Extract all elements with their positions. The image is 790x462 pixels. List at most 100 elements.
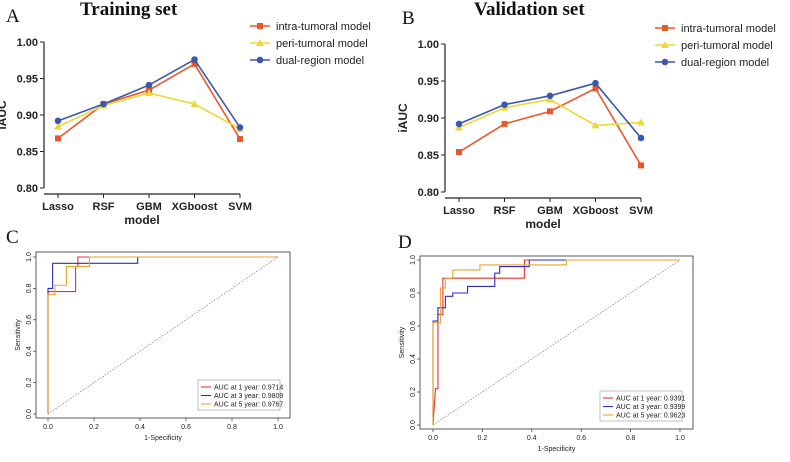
data-point-triangle xyxy=(591,121,600,129)
y-tick-label: 0.6 xyxy=(410,321,417,331)
reference-diagonal xyxy=(47,256,279,415)
x-axis-label: 1-Specificity xyxy=(144,435,182,442)
legend-label: dual-region model xyxy=(681,57,769,69)
data-point-triangle xyxy=(54,122,62,130)
data-point-circle xyxy=(145,81,153,89)
plot-frame xyxy=(35,251,291,419)
legend-marker xyxy=(256,56,264,64)
legend-label: intra-tumoral model xyxy=(681,23,776,35)
data-point-circle xyxy=(54,117,62,125)
roc-curve xyxy=(432,259,680,426)
data-point-circle xyxy=(501,101,508,108)
y-tick-label: 0.2 xyxy=(410,387,417,397)
data-point-square xyxy=(456,149,462,156)
x-tick-label: RSF xyxy=(494,205,516,217)
panel-b-letter: B xyxy=(402,8,415,29)
roc-curve xyxy=(432,259,680,425)
panel-a-letter: A xyxy=(6,6,20,27)
y-axis-label: Sensitivity xyxy=(399,326,406,358)
y-tick-label: 0.95 xyxy=(17,74,38,86)
roc-curve xyxy=(432,259,680,425)
y-tick-label: 1.0 xyxy=(410,255,417,265)
panel-a-title: Training set xyxy=(80,0,178,20)
legend-box xyxy=(599,390,683,422)
x-tick-label: 0.6 xyxy=(181,424,191,431)
legend-label: AUC at 1 year: 0.9714 xyxy=(214,384,283,391)
legend-label: AUC at 1 year: 0.9391 xyxy=(616,395,685,402)
legend-label: peri-tumoral model xyxy=(681,40,773,52)
x-tick-label: XGboost xyxy=(573,205,619,217)
x-tick-label: 0.4 xyxy=(527,435,537,442)
chart-b-validation-iauc: 0.80 0.85 0.90 0.95 1.00 Lasso RSF GBM XGboost SV… xyxy=(396,23,776,231)
data-point-circle xyxy=(546,92,554,100)
y-tick-label: 0.0 xyxy=(410,420,417,430)
x-tick-label: Lasso xyxy=(443,205,475,217)
legend-marker xyxy=(661,58,669,66)
data-point-triangle xyxy=(190,100,199,108)
data-point-circle xyxy=(236,124,244,131)
y-tick-label: 0.6 xyxy=(26,315,33,325)
x-tick-label: RSF xyxy=(93,201,115,213)
panel-b-title: Validation set xyxy=(474,0,585,20)
plot-frame xyxy=(419,255,694,430)
x-tick-label: 0.8 xyxy=(626,435,636,442)
y-axis-label: iAUC xyxy=(396,103,410,133)
y-tick-label: 0.95 xyxy=(418,76,439,88)
legend-label: intra-tumoral model xyxy=(276,21,371,33)
legend-box xyxy=(197,379,281,411)
y-tick-label: 0.90 xyxy=(17,110,38,122)
y-tick-label: 0.80 xyxy=(418,187,439,199)
legend-marker xyxy=(256,39,264,46)
y-tick-label: 0.85 xyxy=(418,150,439,162)
x-axis-label: model xyxy=(525,217,560,231)
legend-marker xyxy=(257,23,263,29)
data-point-circle xyxy=(455,120,463,128)
x-tick-label: 1.0 xyxy=(675,435,685,442)
legend-marker xyxy=(661,41,669,48)
chart-d-roc-validation: 0.0 0.0 0.2 0.2 0.4 0.4 0.6 0.6 0.8 0.8 1.0 1.0 1-Sp… xyxy=(399,255,694,453)
data-point-circle xyxy=(191,56,198,63)
legend-label: AUC at 5 year: 0.9623 xyxy=(616,412,685,419)
y-tick-label: 1.00 xyxy=(418,39,439,51)
y-tick-label: 0.4 xyxy=(26,346,33,356)
data-point-circle xyxy=(100,100,107,108)
legend-label: peri-tumoral model xyxy=(276,38,368,50)
data-point-square xyxy=(55,135,61,142)
x-axis-label: model xyxy=(124,213,159,227)
x-tick-label: 0.2 xyxy=(478,435,488,442)
chart-a-training-iauc: 0.80 0.85 0.90 0.95 1.00 Lasso RSF GBM XGboost SV… xyxy=(0,21,371,227)
data-point-square xyxy=(501,120,508,127)
y-tick-label: 0.8 xyxy=(26,283,33,293)
legend-label: AUC at 3 year: 0.9399 xyxy=(616,404,685,411)
x-tick-label: Lasso xyxy=(42,201,74,213)
data-point-triangle xyxy=(637,118,645,126)
data-point-square xyxy=(638,162,644,169)
y-tick-label: 1.00 xyxy=(17,37,38,49)
y-tick-label: 0.80 xyxy=(17,183,38,195)
legend-marker xyxy=(662,25,668,31)
x-tick-label: SVM xyxy=(228,201,252,213)
panel-d-letter: D xyxy=(398,232,412,253)
y-axis-label: Sensitivity xyxy=(15,319,22,351)
data-point-square xyxy=(191,60,198,67)
data-point-square xyxy=(237,136,243,143)
x-tick-label: 1.0 xyxy=(273,424,283,431)
chart-c-roc-training: 0.0 0.0 0.2 0.2 0.4 0.4 0.6 0.6 0.8 0.8 1.0 1.0 1-Sp… xyxy=(15,251,291,442)
x-tick-label: 0.0 xyxy=(43,424,53,431)
x-tick-label: GBM xyxy=(537,205,563,217)
x-tick-label: 0.6 xyxy=(576,435,586,442)
panel-c-letter: C xyxy=(6,227,19,248)
y-tick-label: 0.2 xyxy=(26,378,33,388)
x-tick-label: 0.2 xyxy=(89,424,99,431)
x-axis-label: 1-Specificity xyxy=(538,446,576,453)
series-line xyxy=(57,62,241,140)
x-tick-label: SVM xyxy=(629,205,653,217)
data-point-triangle xyxy=(145,89,153,97)
y-tick-label: 0.0 xyxy=(26,409,33,419)
x-tick-label: XGboost xyxy=(172,201,218,213)
x-tick-label: 0.0 xyxy=(428,435,438,442)
y-tick-label: 0.90 xyxy=(418,113,439,125)
data-point-square xyxy=(592,85,599,92)
data-point-square xyxy=(547,108,553,115)
